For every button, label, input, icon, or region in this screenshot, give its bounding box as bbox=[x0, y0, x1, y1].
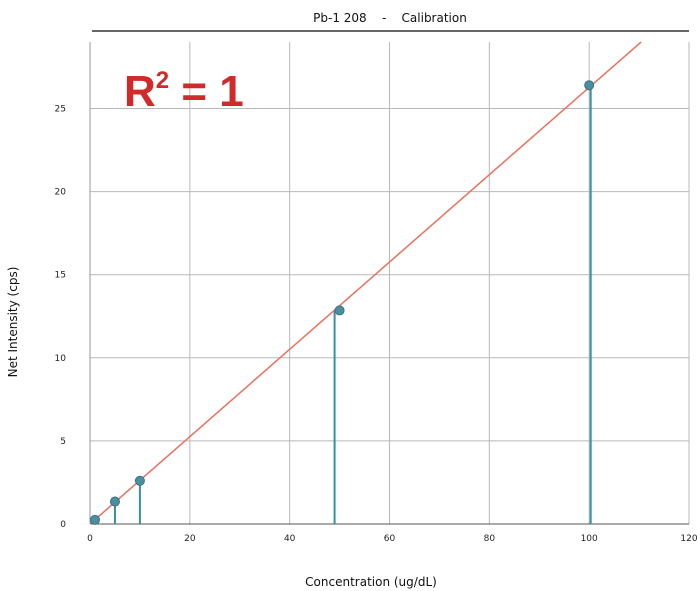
y-tick-label: 20 bbox=[55, 188, 67, 198]
y-tick-label: 25 bbox=[55, 104, 66, 114]
fit-line bbox=[89, 41, 642, 525]
x-tick-label: 0 bbox=[87, 534, 93, 544]
data-point bbox=[89, 514, 100, 525]
x-tick-label: 100 bbox=[581, 534, 598, 544]
data-point bbox=[584, 80, 595, 91]
grid bbox=[89, 42, 690, 525]
r-squared-value: = 1 bbox=[169, 67, 244, 116]
x-tick-labels: 0 20 40 60 80 100 120 bbox=[87, 534, 697, 544]
stems bbox=[113, 85, 592, 524]
y-tick-label: 15 bbox=[55, 271, 66, 281]
data-points bbox=[89, 80, 595, 525]
x-axis-title: Concentration (ug/dL) bbox=[305, 575, 437, 589]
fit-line-group bbox=[89, 41, 642, 525]
x-tick-label: 20 bbox=[184, 534, 196, 544]
y-tick-label: 10 bbox=[55, 354, 67, 364]
data-point bbox=[134, 475, 145, 486]
r-squared-superscript: 2 bbox=[156, 67, 169, 94]
chart-title: Pb-1 208 - Calibration bbox=[313, 11, 467, 25]
x-tick-label: 60 bbox=[384, 534, 396, 544]
y-tick-label: 5 bbox=[60, 437, 66, 447]
y-tick-labels: 0 5 10 15 20 25 bbox=[55, 104, 67, 530]
y-tick-label: 0 bbox=[60, 520, 66, 530]
y-axis-title: Net Intensity (cps) bbox=[6, 267, 20, 378]
data-point bbox=[334, 305, 345, 316]
r-squared-base: R bbox=[124, 67, 156, 116]
data-point bbox=[109, 496, 120, 507]
r-squared-annotation: R2 = 1 bbox=[124, 67, 244, 116]
x-tick-label: 120 bbox=[680, 534, 697, 544]
x-tick-label: 80 bbox=[484, 534, 496, 544]
x-tick-label: 40 bbox=[284, 534, 296, 544]
